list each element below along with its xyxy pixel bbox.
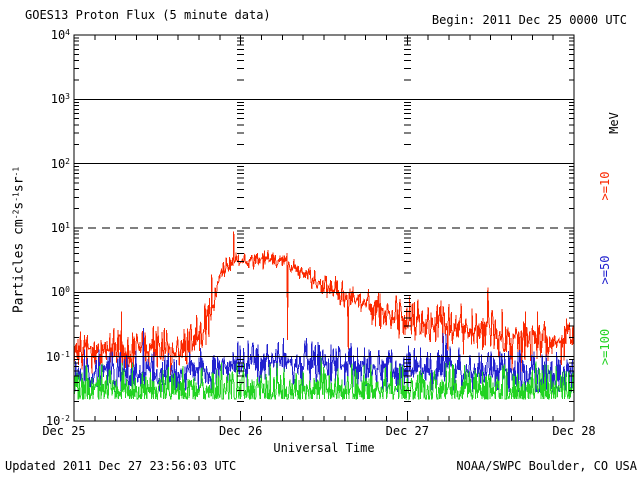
y-axis-tick-label: 100 (50, 285, 70, 300)
series-label->=100: >=100 (598, 328, 612, 366)
data-source-credit: NOAA/SWPC Boulder, CO USA (456, 459, 637, 473)
x-axis-tick-label: Dec 27 (385, 424, 429, 438)
y-axis-tick-label: 103 (50, 92, 70, 107)
y-axis-tick-label: 101 (50, 221, 70, 235)
y-axis-title: Particles cm-2s-1sr-1 (11, 166, 27, 314)
y-axis-tick-label: 10-1 (45, 349, 70, 364)
x-axis-title: Universal Time (273, 441, 375, 455)
updated-timestamp: Updated 2011 Dec 27 23:56:03 UTC (5, 459, 237, 473)
series-label->=50: >=50 (598, 255, 612, 285)
begin-timestamp: Begin: 2011 Dec 25 0000 UTC (431, 13, 627, 27)
chart-title: GOES13 Proton Flux (5 minute data) (25, 8, 271, 22)
series-label->=10: >=10 (598, 171, 612, 201)
right-axis-unit-label: MeV (607, 112, 621, 134)
day-boundary-dash-column (237, 37, 245, 403)
y-axis-tick-label: 104 (50, 28, 70, 42)
day-boundary-dash-column (403, 37, 411, 403)
grid-and-axes (73, 34, 575, 422)
x-axis-tick-label: Dec 28 (552, 424, 596, 438)
series-lines (74, 231, 574, 401)
y-axis-tick-label: 102 (50, 156, 70, 171)
flux-series->=100 (74, 355, 574, 401)
y-axis-tick-label: 10-2 (45, 414, 70, 428)
x-axis-tick-label: Dec 26 (218, 424, 263, 438)
x-axis-tick-label: Dec 25 (42, 424, 86, 438)
flux-series->=10 (74, 231, 574, 376)
